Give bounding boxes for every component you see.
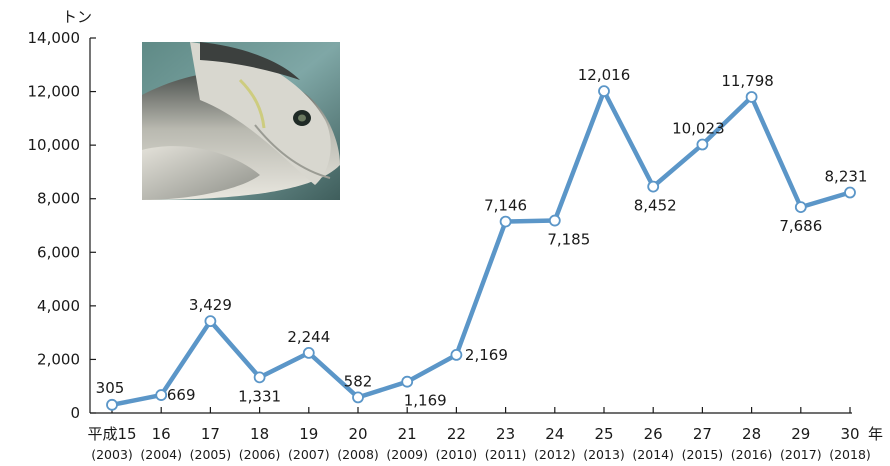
- data-point: [401, 375, 414, 388]
- data-point: [696, 138, 709, 151]
- x-axis-unit: 年: [868, 425, 883, 443]
- data-label: 8,452: [634, 197, 677, 215]
- x-tick-sublabel: (2018): [829, 447, 871, 462]
- data-point: [106, 398, 118, 411]
- x-tick-sublabel: (2007): [288, 447, 330, 462]
- x-tick-sublabel: (2012): [534, 447, 576, 462]
- x-tick-sublabel: (2014): [632, 447, 674, 462]
- data-point: [204, 315, 217, 328]
- data-point: [794, 201, 807, 214]
- x-tick-sublabel: (2011): [485, 447, 527, 462]
- data-label: 8,231: [825, 168, 868, 186]
- data-point: [745, 91, 758, 103]
- data-label: 582: [344, 372, 373, 390]
- data-point: [352, 391, 364, 404]
- x-tick-label: 19: [299, 425, 318, 443]
- x-tick-label: 23: [496, 425, 515, 443]
- data-label: 3,429: [189, 296, 232, 314]
- data-label: 7,686: [779, 217, 822, 235]
- y-tick-label: 2,000: [37, 350, 80, 368]
- x-tick-sublabel: (2006): [239, 447, 281, 462]
- data-label: 11,798: [721, 72, 774, 90]
- x-tick-label: 18: [250, 425, 269, 443]
- x-tick-sublabel: (2017): [780, 447, 822, 462]
- y-axis-unit: トン: [62, 8, 92, 26]
- data-point: [253, 371, 266, 384]
- x-tick-label: 29: [791, 425, 810, 443]
- data-label: 7,146: [484, 197, 527, 215]
- x-tick-sublabel: (2005): [190, 447, 232, 462]
- x-tick-label: 17: [201, 425, 220, 443]
- x-tick-sublabel: (2010): [436, 447, 478, 462]
- data-point: [844, 186, 856, 199]
- data-label: 1,331: [238, 387, 281, 405]
- data-point: [155, 389, 168, 401]
- data-label: 305: [96, 379, 125, 397]
- x-tick-sublabel: (2015): [682, 447, 724, 462]
- x-tick-label: 28: [742, 425, 761, 443]
- data-label: 7,185: [547, 231, 590, 249]
- y-tick-label: 12,000: [28, 83, 81, 101]
- data-point: [647, 180, 660, 193]
- x-tick-label: 22: [447, 425, 466, 443]
- data-label: 1,169: [404, 392, 447, 410]
- x-tick-label: 25: [594, 425, 613, 443]
- fish-photo: [142, 42, 340, 200]
- x-tick-label: 20: [348, 425, 367, 443]
- data-label: 2,169: [465, 346, 508, 364]
- y-tick-label: 4,000: [37, 297, 80, 315]
- data-label: 10,023: [672, 120, 725, 138]
- x-tick-sublabel: (2008): [337, 447, 379, 462]
- y-tick-label: 0: [70, 404, 80, 422]
- x-tick-label: 27: [693, 425, 712, 443]
- data-label: 2,244: [287, 328, 330, 346]
- x-tick-label: 16: [152, 425, 171, 443]
- x-tick-sublabel: (2009): [386, 447, 428, 462]
- x-tick-sublabel: (2013): [583, 447, 625, 462]
- data-label: 12,016: [578, 66, 631, 84]
- x-tick-sublabel: (2003): [91, 447, 133, 462]
- data-label: 669: [167, 386, 196, 404]
- x-tick-label: 30: [840, 425, 859, 443]
- y-tick-label: 6,000: [37, 243, 80, 261]
- data-point: [598, 85, 610, 98]
- x-tick-sublabel: (2004): [140, 447, 182, 462]
- y-tick-label: 10,000: [28, 136, 81, 154]
- y-tick-label: 14,000: [28, 29, 81, 47]
- x-tick-label: 24: [545, 425, 564, 443]
- data-point: [499, 215, 512, 228]
- data-point: [548, 214, 561, 227]
- series-line: [109, 88, 853, 408]
- x-tick-label: 平成15: [87, 425, 136, 443]
- x-tick-sublabel: (2016): [731, 447, 773, 462]
- data-point: [302, 346, 315, 359]
- x-tick-label: 26: [644, 425, 663, 443]
- y-tick-label: 8,000: [37, 190, 80, 208]
- data-point: [450, 349, 463, 361]
- x-tick-label: 21: [398, 425, 417, 443]
